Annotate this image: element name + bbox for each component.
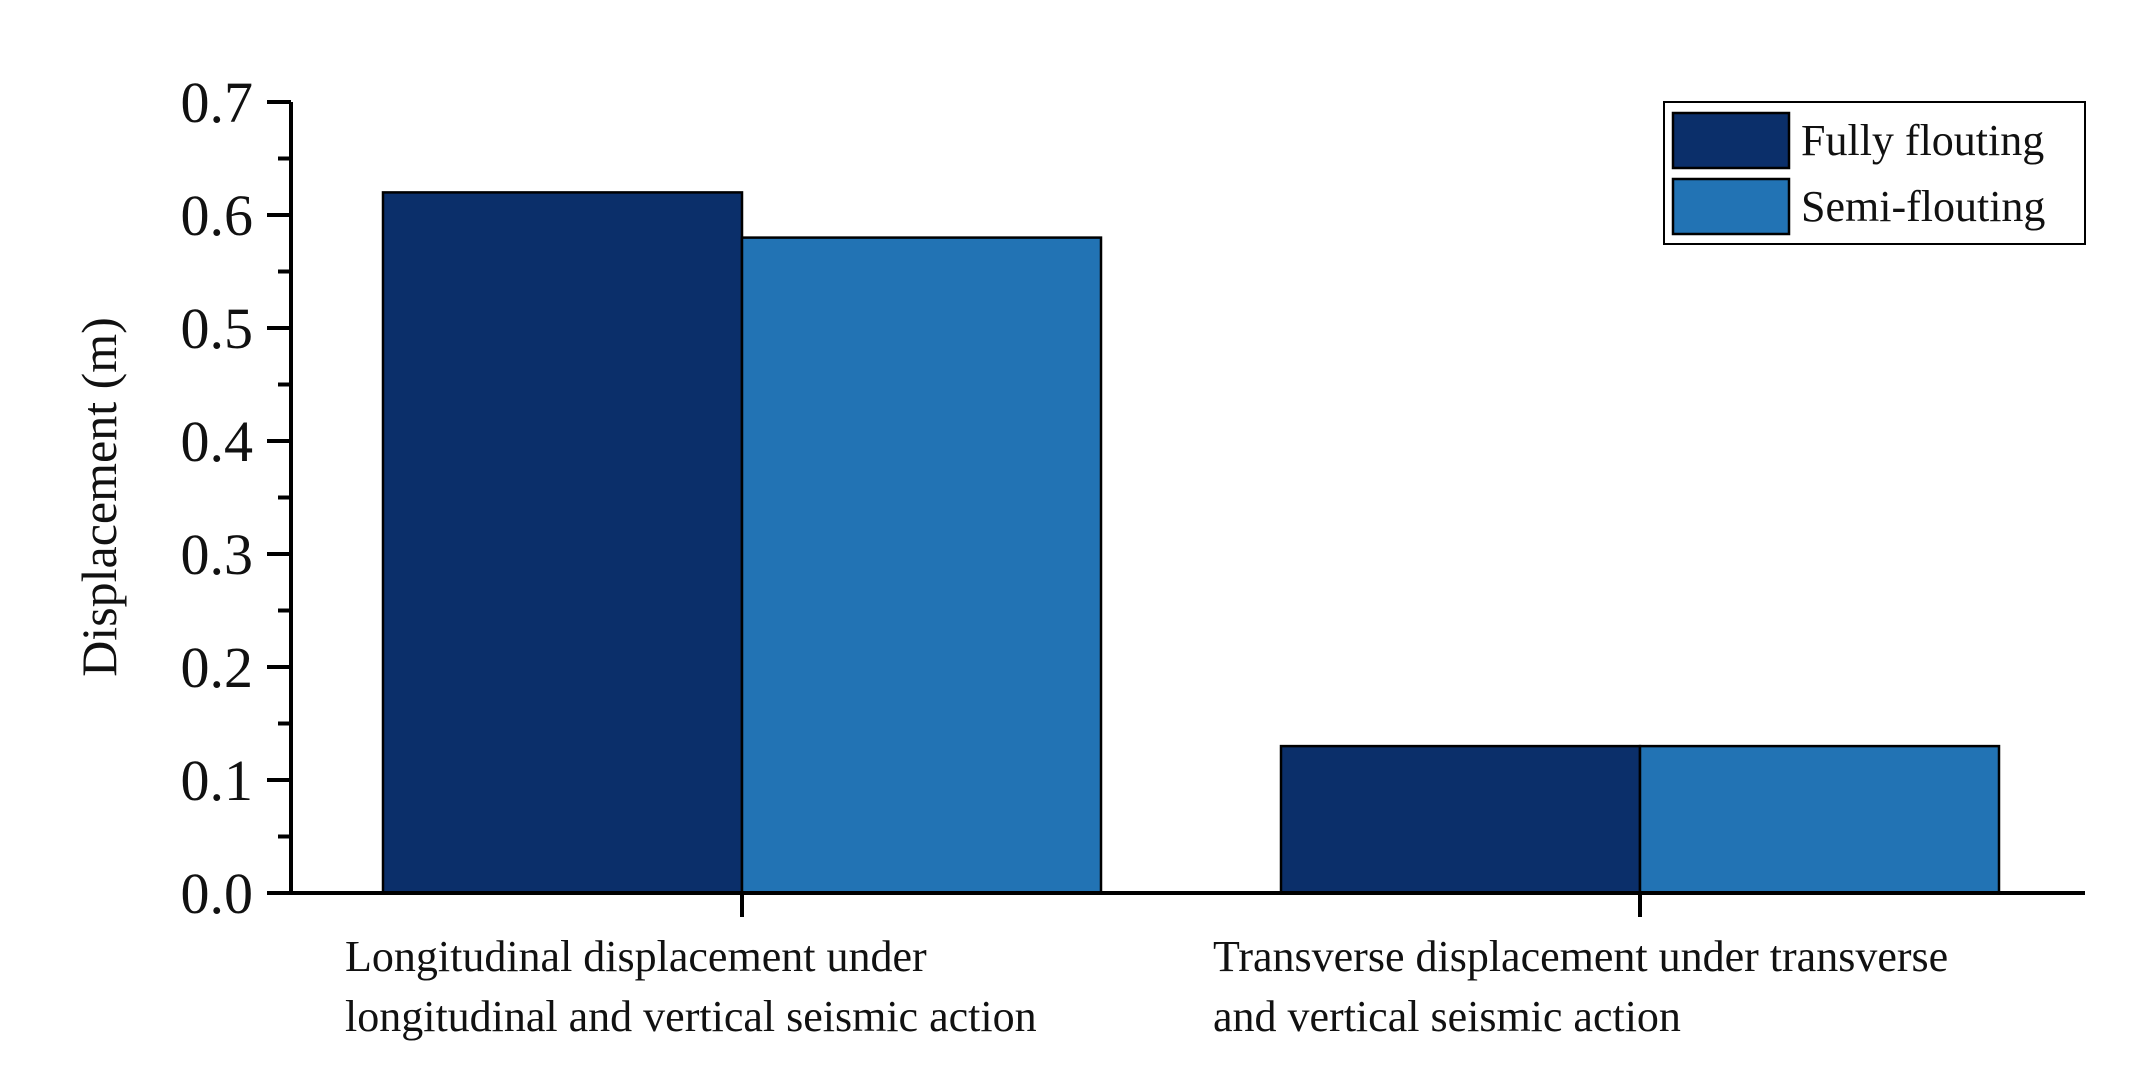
x-category-label: Transverse displacement under transverse bbox=[1213, 932, 1948, 981]
x-category-label: Longitudinal displacement under bbox=[345, 932, 927, 981]
y-tick-label: 0.0 bbox=[181, 861, 254, 926]
legend-swatch bbox=[1671, 111, 1791, 170]
y-axis-title: Displacement (m) bbox=[71, 317, 127, 677]
legend: Fully flouting Semi-flouting bbox=[1663, 101, 2086, 245]
y-tick-label: 0.2 bbox=[181, 635, 254, 700]
y-tick-label: 0.5 bbox=[181, 296, 254, 361]
y-ticks-layer: 0.0 0.1 0.2 0.3 0.4 0.5 0.6 0.7 bbox=[181, 70, 291, 926]
x-ticks-layer: Longitudinal displacement under longitudi… bbox=[345, 893, 1948, 1041]
y-tick-label: 0.6 bbox=[181, 183, 254, 248]
bar-semi-flouting-2 bbox=[1638, 744, 2001, 895]
y-tick-label: 0.3 bbox=[181, 522, 254, 587]
legend-label: Fully flouting bbox=[1801, 116, 2044, 165]
legend-swatch bbox=[1671, 177, 1791, 236]
legend-label: Semi-flouting bbox=[1801, 182, 2045, 231]
y-tick-label: 0.1 bbox=[181, 748, 254, 813]
x-category-label: and vertical seismic action bbox=[1213, 992, 1681, 1041]
y-tick-label: 0.4 bbox=[181, 409, 254, 474]
y-tick-label: 0.7 bbox=[181, 70, 254, 135]
bar-semi-flouting-1 bbox=[740, 236, 1103, 895]
bar-fully-flouting-2 bbox=[1279, 744, 1642, 895]
bar-fully-flouting-1 bbox=[381, 191, 744, 895]
x-category-label: longitudinal and vertical seismic action bbox=[345, 992, 1037, 1041]
bars-layer bbox=[381, 191, 2001, 895]
